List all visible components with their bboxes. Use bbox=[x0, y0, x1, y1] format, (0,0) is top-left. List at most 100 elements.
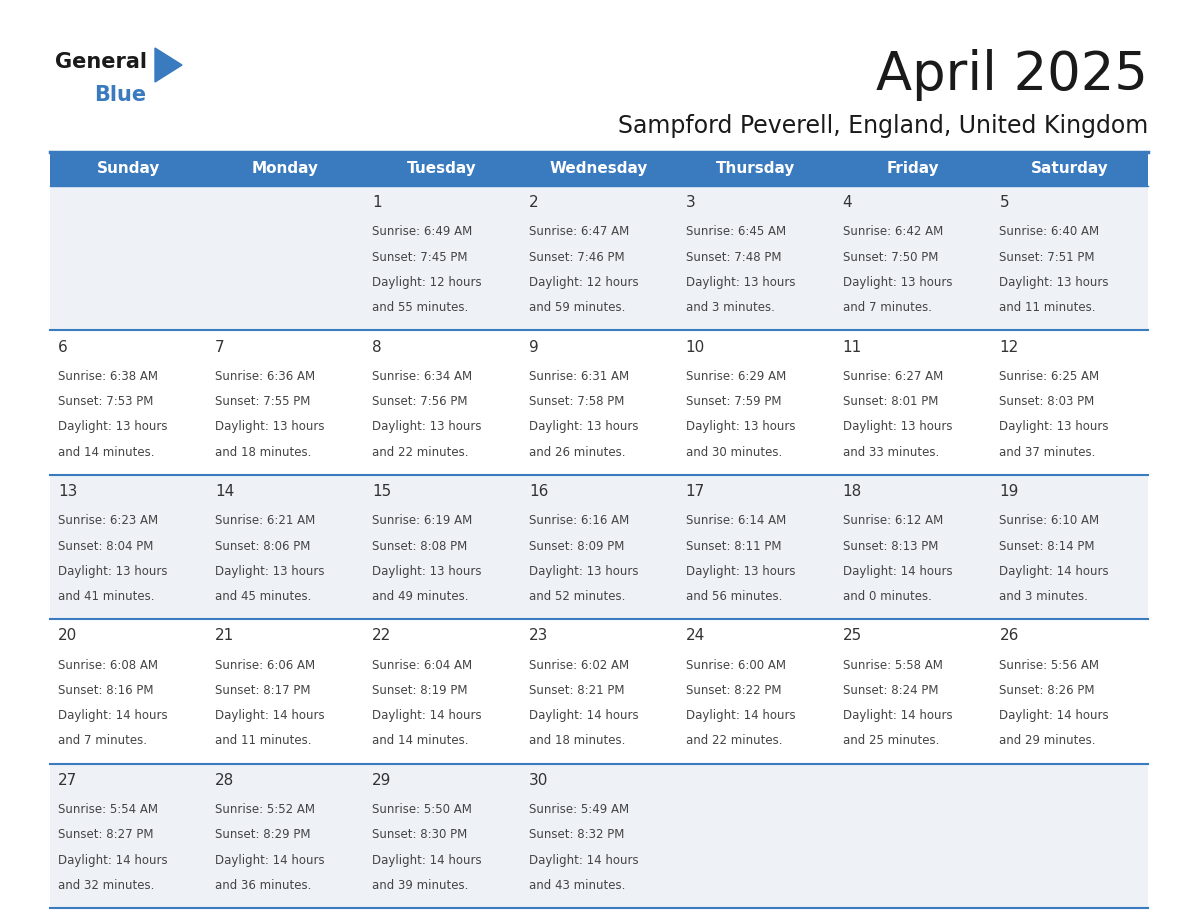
Text: Sunrise: 6:21 AM: Sunrise: 6:21 AM bbox=[215, 514, 316, 527]
Bar bbox=[207, 330, 364, 475]
Text: Sunrise: 6:36 AM: Sunrise: 6:36 AM bbox=[215, 370, 315, 383]
Text: Thursday: Thursday bbox=[716, 162, 796, 176]
Text: Sunset: 8:03 PM: Sunset: 8:03 PM bbox=[999, 395, 1094, 409]
Text: and 18 minutes.: and 18 minutes. bbox=[529, 734, 625, 747]
Bar bbox=[520, 330, 677, 475]
Text: Daylight: 12 hours: Daylight: 12 hours bbox=[529, 276, 638, 289]
Text: 9: 9 bbox=[529, 340, 538, 354]
Text: Sunrise: 5:50 AM: Sunrise: 5:50 AM bbox=[372, 803, 472, 816]
Text: Tuesday: Tuesday bbox=[407, 162, 478, 176]
Text: Daylight: 14 hours: Daylight: 14 hours bbox=[999, 710, 1110, 722]
Bar bbox=[991, 186, 1148, 330]
Text: 10: 10 bbox=[685, 340, 704, 354]
Text: 19: 19 bbox=[999, 484, 1019, 499]
Bar bbox=[677, 764, 834, 908]
Text: 21: 21 bbox=[215, 629, 234, 644]
Text: and 45 minutes.: and 45 minutes. bbox=[215, 590, 311, 603]
Text: Sunset: 8:21 PM: Sunset: 8:21 PM bbox=[529, 684, 625, 697]
Text: Daylight: 14 hours: Daylight: 14 hours bbox=[215, 710, 324, 722]
Text: and 25 minutes.: and 25 minutes. bbox=[842, 734, 939, 747]
Text: Sunset: 8:09 PM: Sunset: 8:09 PM bbox=[529, 540, 624, 553]
Bar bbox=[677, 330, 834, 475]
Text: 20: 20 bbox=[58, 629, 77, 644]
Text: Daylight: 13 hours: Daylight: 13 hours bbox=[529, 420, 638, 433]
Text: and 43 minutes.: and 43 minutes. bbox=[529, 879, 625, 892]
Text: and 41 minutes.: and 41 minutes. bbox=[58, 590, 154, 603]
Bar bbox=[991, 620, 1148, 764]
Bar bbox=[834, 764, 991, 908]
Text: 6: 6 bbox=[58, 340, 68, 354]
Text: Daylight: 13 hours: Daylight: 13 hours bbox=[842, 276, 952, 289]
Text: April 2025: April 2025 bbox=[876, 49, 1148, 101]
Text: and 7 minutes.: and 7 minutes. bbox=[58, 734, 147, 747]
Text: Daylight: 13 hours: Daylight: 13 hours bbox=[685, 276, 795, 289]
Text: Sunrise: 6:42 AM: Sunrise: 6:42 AM bbox=[842, 226, 943, 239]
Bar bbox=[991, 475, 1148, 620]
Text: Sunrise: 5:56 AM: Sunrise: 5:56 AM bbox=[999, 659, 1099, 672]
Text: 23: 23 bbox=[529, 629, 549, 644]
Bar bbox=[50, 475, 207, 620]
Text: and 55 minutes.: and 55 minutes. bbox=[372, 301, 468, 314]
Bar bbox=[834, 330, 991, 475]
Text: and 39 minutes.: and 39 minutes. bbox=[372, 879, 468, 892]
Bar bbox=[364, 475, 520, 620]
Text: 8: 8 bbox=[372, 340, 381, 354]
Text: and 18 minutes.: and 18 minutes. bbox=[215, 445, 311, 459]
Text: Sunrise: 6:02 AM: Sunrise: 6:02 AM bbox=[529, 659, 628, 672]
Text: Daylight: 13 hours: Daylight: 13 hours bbox=[999, 420, 1108, 433]
Text: Sunset: 8:29 PM: Sunset: 8:29 PM bbox=[215, 828, 311, 841]
Text: Sunrise: 5:54 AM: Sunrise: 5:54 AM bbox=[58, 803, 158, 816]
Text: Daylight: 13 hours: Daylight: 13 hours bbox=[842, 420, 952, 433]
Text: Sunrise: 6:23 AM: Sunrise: 6:23 AM bbox=[58, 514, 158, 527]
Text: Daylight: 12 hours: Daylight: 12 hours bbox=[372, 276, 481, 289]
Text: Sunrise: 6:25 AM: Sunrise: 6:25 AM bbox=[999, 370, 1100, 383]
Text: Sunset: 8:19 PM: Sunset: 8:19 PM bbox=[372, 684, 468, 697]
Text: 24: 24 bbox=[685, 629, 704, 644]
Text: Daylight: 14 hours: Daylight: 14 hours bbox=[215, 854, 324, 867]
Text: and 59 minutes.: and 59 minutes. bbox=[529, 301, 625, 314]
Text: and 30 minutes.: and 30 minutes. bbox=[685, 445, 782, 459]
Text: and 36 minutes.: and 36 minutes. bbox=[215, 879, 311, 892]
Bar bbox=[364, 620, 520, 764]
Text: Daylight: 13 hours: Daylight: 13 hours bbox=[685, 420, 795, 433]
Bar bbox=[207, 764, 364, 908]
Bar bbox=[207, 620, 364, 764]
Text: 22: 22 bbox=[372, 629, 391, 644]
Text: Daylight: 14 hours: Daylight: 14 hours bbox=[58, 854, 168, 867]
Text: and 14 minutes.: and 14 minutes. bbox=[58, 445, 154, 459]
Text: 17: 17 bbox=[685, 484, 704, 499]
Polygon shape bbox=[154, 48, 182, 82]
Text: Sunset: 8:14 PM: Sunset: 8:14 PM bbox=[999, 540, 1095, 553]
Text: Saturday: Saturday bbox=[1031, 162, 1108, 176]
Text: 25: 25 bbox=[842, 629, 861, 644]
Text: Daylight: 14 hours: Daylight: 14 hours bbox=[685, 710, 796, 722]
Bar bbox=[834, 152, 991, 186]
Text: Friday: Friday bbox=[886, 162, 939, 176]
Text: 27: 27 bbox=[58, 773, 77, 788]
Text: Sunset: 8:06 PM: Sunset: 8:06 PM bbox=[215, 540, 310, 553]
Text: 7: 7 bbox=[215, 340, 225, 354]
Text: and 11 minutes.: and 11 minutes. bbox=[999, 301, 1097, 314]
Text: 26: 26 bbox=[999, 629, 1019, 644]
Text: Sunset: 7:51 PM: Sunset: 7:51 PM bbox=[999, 251, 1095, 263]
Bar bbox=[50, 620, 207, 764]
Text: Sunrise: 6:00 AM: Sunrise: 6:00 AM bbox=[685, 659, 785, 672]
Text: Sunset: 8:26 PM: Sunset: 8:26 PM bbox=[999, 684, 1095, 697]
Bar bbox=[50, 186, 207, 330]
Text: Daylight: 13 hours: Daylight: 13 hours bbox=[215, 420, 324, 433]
Text: and 3 minutes.: and 3 minutes. bbox=[685, 301, 775, 314]
Text: and 37 minutes.: and 37 minutes. bbox=[999, 445, 1095, 459]
Bar bbox=[677, 152, 834, 186]
Text: Sunset: 7:53 PM: Sunset: 7:53 PM bbox=[58, 395, 153, 409]
Text: Sunset: 7:55 PM: Sunset: 7:55 PM bbox=[215, 395, 310, 409]
Bar bbox=[207, 186, 364, 330]
Text: and 32 minutes.: and 32 minutes. bbox=[58, 879, 154, 892]
Text: Daylight: 14 hours: Daylight: 14 hours bbox=[529, 854, 638, 867]
Text: Sunset: 7:45 PM: Sunset: 7:45 PM bbox=[372, 251, 468, 263]
Text: Sunrise: 6:40 AM: Sunrise: 6:40 AM bbox=[999, 226, 1100, 239]
Text: Sunset: 7:46 PM: Sunset: 7:46 PM bbox=[529, 251, 625, 263]
Bar bbox=[364, 186, 520, 330]
Text: Sunset: 8:32 PM: Sunset: 8:32 PM bbox=[529, 828, 624, 841]
Text: and 3 minutes.: and 3 minutes. bbox=[999, 590, 1088, 603]
Text: Sunrise: 6:29 AM: Sunrise: 6:29 AM bbox=[685, 370, 786, 383]
